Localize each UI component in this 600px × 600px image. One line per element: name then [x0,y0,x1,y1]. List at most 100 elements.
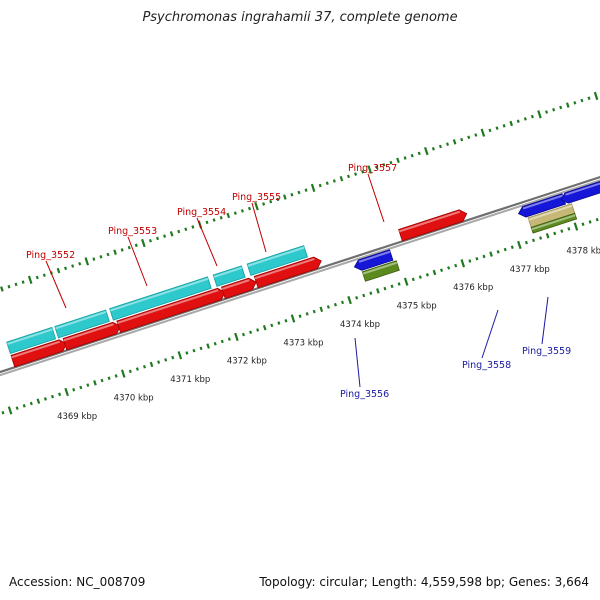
outer-tick [254,202,259,211]
feature-label-ping-3552: Ping_3552 [26,250,75,261]
cds-cyan [212,265,246,287]
outer-tick [27,275,33,284]
inner-tick [234,332,239,342]
outer-tick [78,261,82,266]
cds-olive-ping-3558 [530,212,578,234]
label-leader [196,217,218,267]
cds-highlight [358,250,391,263]
feature-label-ping-3553: Ping_3553 [108,226,157,237]
inner-tick [517,240,522,250]
outer-tick [559,105,563,110]
outer-tick [523,117,527,121]
inner-tick [185,351,189,355]
feature-label-ping-3556: Ping_3556 [340,389,389,400]
outer-tick [276,197,280,202]
cds-highlight [109,277,209,312]
inner-tick [510,245,514,249]
outer-tick [14,282,18,287]
outer-tick [184,227,188,232]
outer-tick [156,236,160,241]
cds-red-ping-3557 [398,209,468,242]
outer-tick [367,165,373,174]
outer-tick [56,267,61,274]
cds-highlight [63,323,114,342]
cds-highlight [362,261,398,275]
inner-tick [206,343,210,349]
inner-tick [199,346,203,351]
cds-red-ping-3554 [220,277,257,299]
outer-tick [339,175,344,182]
inner-tick [241,332,246,337]
cds-highlight [11,340,61,359]
feature-label-ping-3559: Ping_3559 [522,346,571,357]
outer-tick [467,135,471,140]
outer-tick [438,144,442,149]
cds-red-ping-3553 [116,287,226,333]
inner-tick [447,266,451,270]
outer-tick [113,249,117,255]
inner-tick [114,374,118,378]
inner-tick [249,330,253,335]
outer-tick [35,275,39,280]
inner-tick [503,247,507,252]
inner-tick [79,385,83,390]
inner-tick [418,275,422,279]
inner-tick [545,233,550,239]
label-leader [45,260,67,309]
inner-tick [15,406,19,410]
outer-tick [375,165,379,169]
tick-label: 4374 kbp [340,320,380,330]
inner-tick [531,238,536,243]
inner-tick [135,367,139,371]
inner-tick [397,282,401,286]
inner-tick [290,314,296,323]
outer-tick [269,199,273,204]
outer-tick [403,156,407,160]
cds-highlight [565,182,600,196]
cds-cyan [246,245,308,276]
inner-tick [355,296,359,300]
inner-tick [496,250,500,254]
inner-tick [440,268,444,272]
label-leader [251,202,267,253]
outer-tick [580,98,584,103]
feature-tracks [6,180,600,368]
inner-tick [312,309,316,314]
inner-tick [560,229,564,233]
label-leader [354,337,361,388]
outer-tick [106,252,110,257]
outer-tick [148,238,152,243]
feature-label-ping-3557: Ping_3557 [348,163,397,174]
cds-olive-ping-3556 [361,260,400,282]
cds-highlight [247,246,305,267]
outer-tick [240,209,244,213]
outer-tick [177,229,181,234]
inner-tick [432,269,437,276]
tick-label: 4377 kbp [510,265,550,275]
cds-highlight [254,258,315,280]
inner-tick [411,277,415,282]
outer-tick [537,110,542,119]
feature-label-ping-3558: Ping_3558 [462,360,511,371]
tick-label: 4373 kbp [283,338,323,348]
cds-cyan [6,326,57,355]
outer-tick [587,96,591,101]
outer-tick [7,284,11,289]
outer-tick [226,212,231,219]
outer-tick [205,220,209,225]
inner-tick [58,392,62,397]
tick-label: 4372 kbp [227,357,267,367]
outer-tick [325,181,329,186]
inner-tick [256,328,260,332]
feature-label-ping-3554: Ping_3554 [177,207,226,218]
outer-tick [310,183,316,193]
inner-tick [270,323,274,328]
inner-tick [319,306,324,313]
tick-label: 4378 kbp [566,246,600,256]
inner-tick [262,324,267,331]
cds-red-ping-3555 [253,256,322,289]
outer-tick [396,157,400,164]
inner-tick [362,293,366,298]
outer-tick [283,194,287,200]
